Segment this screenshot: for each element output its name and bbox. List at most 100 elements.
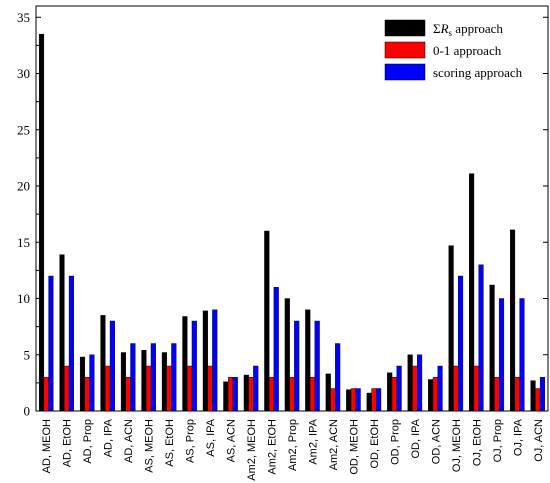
bar-sum-rs <box>59 254 65 412</box>
bar-scoring <box>519 298 525 412</box>
bar-zero-one <box>289 377 295 412</box>
x-tick-label: Am2, MEOH <box>246 419 258 481</box>
bar-zero-one <box>64 365 70 412</box>
x-tick-label: OJ, IPA <box>512 418 524 456</box>
bar-zero-one <box>125 377 131 412</box>
x-tick-label: OJ, MEOH <box>451 419 463 472</box>
bar-sum-rs <box>161 352 167 412</box>
bar-sum-rs <box>448 245 454 412</box>
x-tick-label: OD, MEOH <box>348 419 360 475</box>
legend-swatch <box>384 63 426 81</box>
bar-sum-rs <box>346 389 352 412</box>
x-tick-label: AS, EtOH <box>164 419 176 467</box>
bar-sum-rs <box>38 33 45 412</box>
x-tick-label: Am2, ACN <box>328 419 340 470</box>
bar-scoring <box>273 287 279 412</box>
bar-zero-one <box>391 377 397 412</box>
legend-label: ΣRs approach <box>433 21 503 38</box>
bar-sum-rs <box>264 230 270 412</box>
bar-scoring <box>294 320 300 412</box>
bar-zero-one <box>166 365 172 412</box>
bar-zero-one <box>84 377 90 412</box>
legend-swatch <box>384 41 426 59</box>
x-tick-label: OJ, Prop <box>492 419 504 462</box>
bar-scoring <box>314 320 320 412</box>
bar-scoring <box>478 264 484 412</box>
bar-zero-one <box>453 365 459 412</box>
y-tick-label: 15 <box>17 235 30 250</box>
bar-zero-one <box>146 365 152 412</box>
bar-scoring <box>437 365 443 412</box>
bar-zero-one <box>105 365 111 412</box>
bars <box>38 33 546 412</box>
x-tick-label: AD, MEOH <box>41 419 53 473</box>
bar-scoring <box>150 343 156 412</box>
x-tick-label: AD, EtOH <box>62 419 74 467</box>
bar-sum-rs <box>141 350 147 412</box>
bar-scoring <box>232 377 238 412</box>
bar-sum-rs <box>243 374 249 412</box>
bar-scoring <box>68 275 74 412</box>
bar-sum-rs <box>182 316 188 412</box>
x-tick-label: Am2, EtOH <box>267 419 279 475</box>
bar-sum-rs <box>79 356 86 412</box>
x-tick-label: AS, MEOH <box>144 419 156 473</box>
bar-zero-one <box>371 388 377 412</box>
x-tick-label: AS, ACN <box>226 419 238 462</box>
x-tick-label: OD, Prop <box>389 419 401 465</box>
axes: 0 5 10 15 20 25 30 35 AD, MEOH AD, EtOH AD, Prop AD… <box>17 5 549 481</box>
bar-zero-one <box>207 365 213 412</box>
x-tick-label: AD, IPA <box>103 418 115 457</box>
y-tick-label: 35 <box>17 10 30 25</box>
x-tick-label: OJ, ACN <box>533 419 545 462</box>
y-tick-label: 5 <box>24 347 31 362</box>
bar-sum-rs <box>305 309 311 412</box>
x-tick-label: OJ, EtOH <box>471 419 483 466</box>
x-tick-label: OD, EtOH <box>369 419 381 469</box>
legend: ΣRs approach 0-1 approach scoring approach <box>381 14 529 92</box>
bar-scoring <box>396 365 402 412</box>
bar-scoring <box>355 388 361 412</box>
bar-sum-rs <box>407 354 413 412</box>
x-tick-label: OD, IPA <box>410 418 422 458</box>
bar-sum-rs <box>489 284 495 412</box>
bar-scoring <box>48 275 54 412</box>
bar-zero-one <box>43 377 49 412</box>
x-tick-label: AS, IPA <box>205 418 217 456</box>
bar-scoring <box>191 320 197 412</box>
bar-zero-one <box>535 388 541 412</box>
bar-sum-rs <box>120 352 127 412</box>
bar-zero-one <box>248 377 254 412</box>
bar-zero-one <box>350 388 356 412</box>
bar-zero-one <box>228 377 234 412</box>
x-tick-label: AD, Prop <box>82 419 94 464</box>
bar-sum-rs <box>325 373 331 412</box>
bar-scoring <box>89 354 95 412</box>
x-tick-label: AS, Prop <box>185 419 197 463</box>
bar-sum-rs <box>510 229 516 412</box>
bar-scoring <box>376 388 382 412</box>
bar-zero-one <box>309 377 316 412</box>
bar-scoring <box>335 343 341 412</box>
bar-zero-one <box>473 365 479 412</box>
bar-scoring <box>498 298 505 412</box>
bar-scoring <box>212 309 218 412</box>
bar-sum-rs <box>366 392 372 412</box>
legend-swatch <box>384 19 426 37</box>
y-tick-label: 25 <box>17 122 30 137</box>
y-tick-label: 20 <box>17 179 30 194</box>
bar-sum-rs <box>530 380 536 412</box>
bar-sum-rs <box>387 372 393 412</box>
bar-zero-one <box>268 377 275 412</box>
bar-scoring <box>539 377 546 412</box>
bar-scoring <box>457 275 464 412</box>
bar-sum-rs <box>223 381 229 412</box>
bar-scoring <box>171 343 177 412</box>
x-tick-label: OD, ACN <box>430 419 442 464</box>
bar-sum-rs <box>100 315 106 412</box>
bar-scoring <box>417 354 423 412</box>
bar-zero-one <box>412 365 418 412</box>
y-tick-label: 0 <box>24 404 31 419</box>
